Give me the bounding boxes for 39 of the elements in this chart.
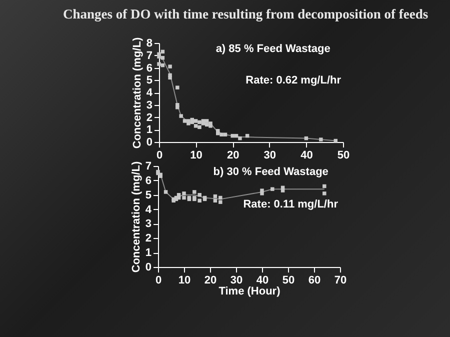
y-tick-label: 2: [145, 232, 152, 245]
y-tick-label: 7: [145, 160, 152, 172]
x-tick-label: 30: [230, 274, 243, 286]
y-tick-label: 1: [146, 124, 152, 136]
y-tick-label: 6: [145, 174, 152, 187]
y-tick-label: 6: [146, 62, 152, 74]
y-tick-label: 5: [146, 74, 152, 87]
x-tick-label: 10: [190, 150, 202, 162]
x-axis-title: Time (Hour): [218, 286, 281, 298]
x-tick-label: 40: [300, 150, 313, 162]
y-axis-title: Concentration (mg/L): [131, 37, 144, 149]
y-tick-label: 4: [145, 204, 152, 216]
y-tick-label: 7: [146, 50, 152, 62]
y-tick-label: 0: [146, 136, 152, 148]
y-tick-label: 3: [145, 218, 152, 230]
annotation: a) 85 % Feed Wastage: [216, 43, 330, 55]
annotation: Rate: 0.11 mg/L/hr: [243, 198, 339, 210]
y-tick-label: 2: [146, 112, 152, 124]
x-tick-label: 0: [155, 274, 162, 286]
x-tick-label: 50: [282, 274, 295, 286]
y-axis-title: Concentration (mg/L): [130, 161, 142, 273]
y-tick-label: 3: [146, 99, 152, 112]
x-tick-label: 10: [178, 274, 191, 286]
x-tick-label: 70: [334, 274, 347, 286]
y-tick-label: 0: [145, 262, 152, 274]
annotation: Rate: 0.62 mg/L/hr: [246, 74, 342, 87]
x-tick-label: 60: [308, 274, 321, 286]
x-tick-label: 0: [156, 150, 163, 162]
y-tick-label: 8: [146, 38, 152, 50]
x-tick-label: 50: [337, 150, 350, 162]
x-tick-label: 20: [226, 150, 240, 162]
x-tick-label: 20: [204, 274, 217, 286]
y-tick-label: 4: [146, 87, 154, 99]
y-tick-label: 5: [145, 189, 152, 202]
annotation: b) 30 % Feed Wastage: [213, 166, 328, 178]
y-tick-label: 1: [145, 247, 152, 260]
x-tick-label: 40: [256, 274, 269, 286]
x-tick-label: 30: [264, 150, 276, 162]
chart-title: Changes of DO with time resulting from decomposition of feeds: [63, 6, 428, 22]
